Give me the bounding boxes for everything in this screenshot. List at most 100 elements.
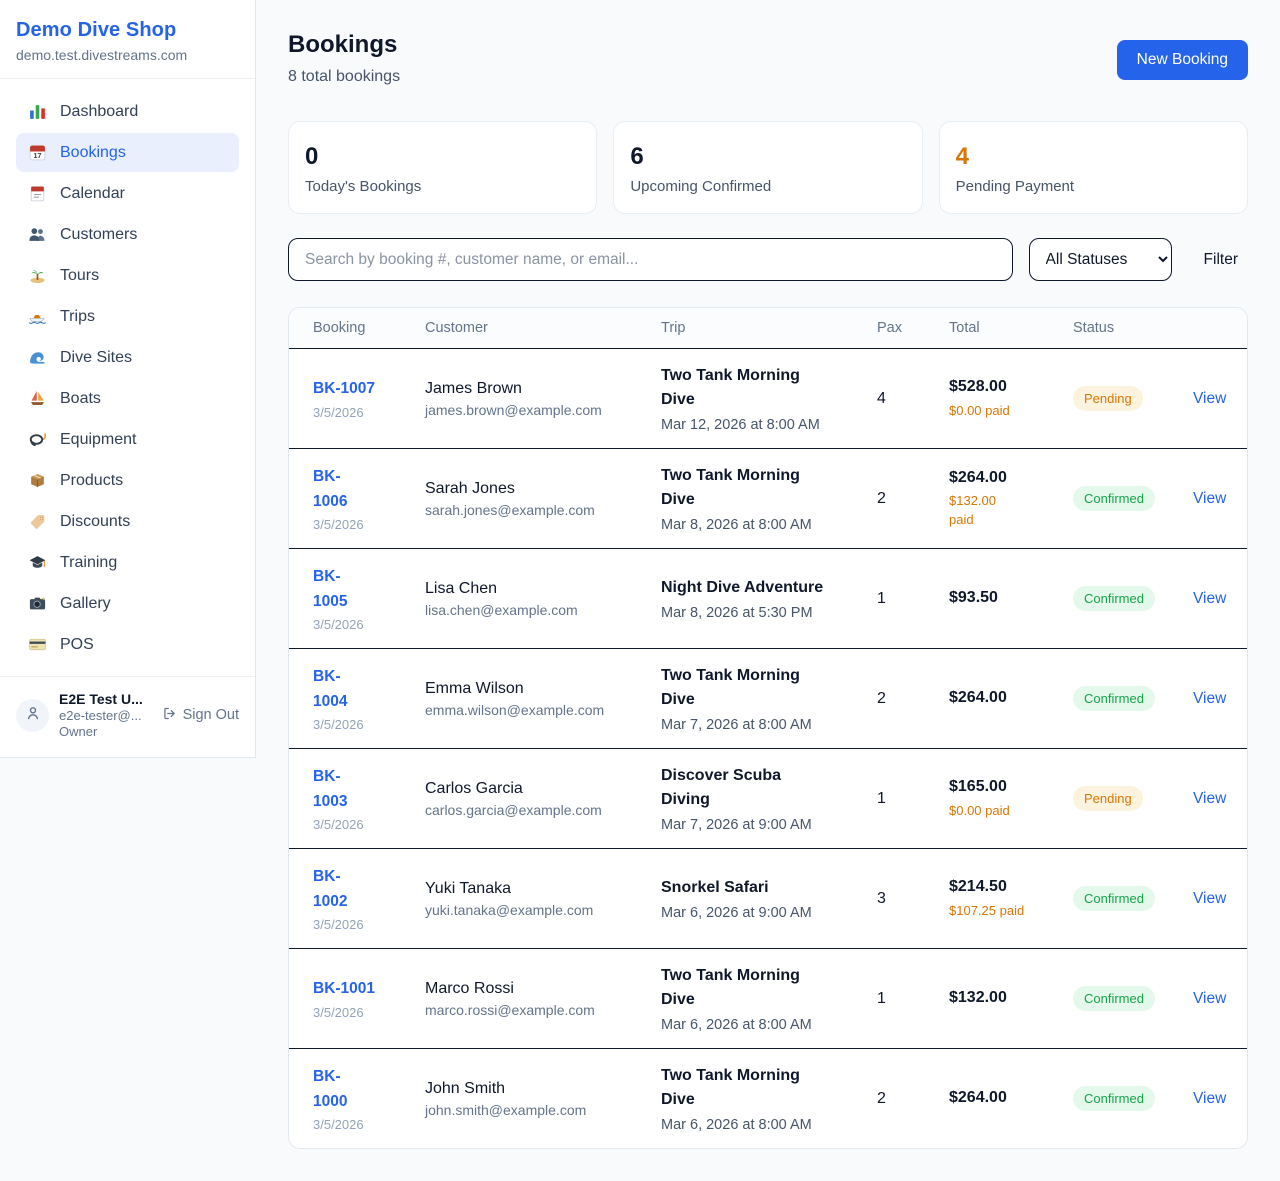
customer-email: james.brown@example.com [425,401,602,418]
view-link[interactable]: View [1193,1089,1227,1107]
view-link[interactable]: View [1193,789,1227,807]
sidebar-item-equipment[interactable]: Equipment [16,420,239,459]
sidebar-item-boats[interactable]: Boats [16,379,239,418]
sailboat-icon [28,389,47,408]
total-amount: $264.00 [949,1089,1007,1107]
total-amount: $214.50 [949,878,1007,896]
calendar-icon [28,184,47,203]
booking-id-link[interactable]: BK- 1000 [313,1068,348,1110]
status-filter-select[interactable]: All Statuses [1028,238,1172,281]
sidebar: Demo Dive Shop demo.test.divestreams.com… [0,0,256,758]
status-badge: Confirmed [1073,886,1155,911]
island-icon [28,266,47,285]
sidebar-item-trips[interactable]: Trips [16,297,239,336]
paid-amount: $107.25 paid [949,902,1025,918]
sidebar-item-pos[interactable]: POS [16,625,239,664]
trip-datetime: Mar 6, 2026 at 8:00 AM [661,1117,812,1133]
pax-count: 1 [877,589,886,607]
booking-date: 3/5/2026 [313,516,364,532]
pax-count: 3 [877,889,886,907]
col-header-pax: Pax [877,320,902,336]
table-row: BK- 1004 3/5/2026 Emma Wilson emma.wilso… [289,648,1247,748]
view-link[interactable]: View [1193,689,1227,707]
view-link[interactable]: View [1193,889,1227,907]
sidebar-item-gallery[interactable]: Gallery [16,584,239,623]
customer-name: Lisa Chen [425,579,498,597]
stat-value: 6 [630,143,644,170]
new-booking-button[interactable]: New Booking [1116,40,1248,80]
booking-id-link[interactable]: BK-1001 [313,980,376,998]
bookings-table: Booking Customer Trip Pax Total Status B… [288,307,1248,1149]
wave-icon [28,348,47,367]
trip-datetime: Mar 12, 2026 at 8:00 AM [661,417,820,433]
customer-email: john.smith@example.com [425,1101,587,1118]
table-row: BK- 1005 3/5/2026 Lisa Chen lisa.chen@ex… [289,548,1247,648]
search-input[interactable] [288,238,1013,281]
trip-datetime: Mar 6, 2026 at 8:00 AM [661,1017,812,1033]
sidebar-item-dashboard[interactable]: Dashboard [16,92,239,131]
speedboat-icon [28,307,47,326]
col-header-total: Total [949,320,980,336]
customer-name: Marco Rossi [425,979,514,997]
sidebar-item-label: Dashboard [60,102,139,120]
user-info: E2E Test U... e2e-tester@... Owner [59,691,143,739]
trip-datetime: Mar 6, 2026 at 9:00 AM [661,905,812,921]
sidebar-item-label: Dive Sites [60,348,133,366]
sidebar-item-calendar[interactable]: Calendar [16,174,239,213]
page-header: Bookings 8 total bookings New Booking [288,31,1248,86]
table-row: BK- 1000 3/5/2026 John Smith john.smith@… [289,1048,1247,1148]
main-content: Bookings 8 total bookings New Booking 0 … [256,0,1280,1181]
sidebar-item-label: Tours [60,266,100,284]
booking-id-link[interactable]: BK- 1003 [313,768,348,810]
customer-email: yuki.tanaka@example.com [425,901,594,918]
total-amount: $528.00 [949,378,1007,396]
trip-name: Two Tank Morning Dive [661,467,800,508]
svg-text:17: 17 [34,152,42,160]
customer-email: marco.rossi@example.com [425,1001,595,1018]
sidebar-item-customers[interactable]: Customers [16,215,239,254]
status-badge: Confirmed [1073,1086,1155,1111]
total-amount: $264.00 [949,468,1007,486]
view-link[interactable]: View [1193,489,1227,507]
customer-email: carlos.garcia@example.com [425,801,602,818]
booking-date: 3/5/2026 [313,816,364,832]
view-link[interactable]: View [1193,589,1227,607]
customer-name: James Brown [425,379,522,397]
sidebar-item-discounts[interactable]: Discounts [16,502,239,541]
customer-name: Carlos Garcia [425,779,523,797]
sign-out-button[interactable]: Sign Out [162,706,239,725]
sign-out-label: Sign Out [182,707,239,723]
view-link[interactable]: View [1193,389,1227,407]
sidebar-item-label: Discounts [60,512,131,530]
table-row: BK-1001 3/5/2026 Marco Rossi marco.rossi… [289,948,1247,1048]
avatar [16,698,49,732]
booking-id-link[interactable]: BK- 1004 [313,668,348,710]
pax-count: 2 [877,1089,886,1107]
trip-datetime: Mar 7, 2026 at 8:00 AM [661,717,812,733]
booking-id-link[interactable]: BK- 1002 [313,868,348,910]
sidebar-item-dive-sites[interactable]: Dive Sites [16,338,239,377]
sidebar-item-training[interactable]: Training [16,543,239,582]
stat-value: 4 [955,143,970,170]
sidebar-item-bookings[interactable]: 17 Bookings [16,133,239,172]
people-icon [28,225,47,244]
user-role: Owner [59,724,98,739]
booking-id-link[interactable]: BK-1007 [313,380,376,398]
booking-date: 3/5/2026 [313,404,364,420]
user-footer: E2E Test U... e2e-tester@... Owner Sign … [0,676,255,757]
stats-row: 0 Today's Bookings 6 Upcoming Confirmed … [288,121,1248,214]
pax-count: 2 [877,489,886,507]
sidebar-item-tours[interactable]: Tours [16,256,239,295]
trip-name: Discover Scuba Diving [661,767,782,808]
filter-button[interactable]: Filter [1194,238,1248,281]
customer-email: emma.wilson@example.com [425,701,605,718]
total-amount: $93.50 [949,589,998,607]
booking-id-link[interactable]: BK- 1005 [313,568,348,610]
sidebar-item-label: Trips [60,307,95,325]
view-link[interactable]: View [1193,989,1227,1007]
sidebar-item-products[interactable]: Products [16,461,239,500]
booking-date: 3/5/2026 [313,1116,364,1132]
col-header-trip: Trip [661,320,686,336]
booking-id-link[interactable]: BK- 1006 [313,468,348,510]
